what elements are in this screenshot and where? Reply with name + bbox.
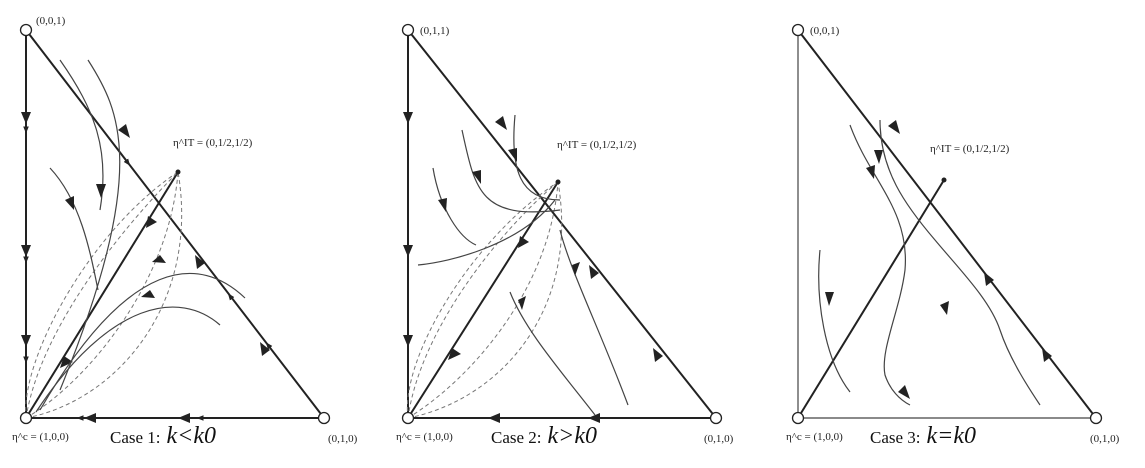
ah <box>653 348 663 362</box>
trajectory <box>559 229 629 406</box>
label-mid: η^IT = (0,1/2,1/2) <box>173 137 253 149</box>
panel-case-3: (0,0,1) η^IT = (0,1/2,1/2) η^c = (1,0,0)… <box>786 23 1120 445</box>
ah <box>403 112 413 124</box>
vertex-right <box>1089 411 1103 425</box>
ah <box>508 148 517 162</box>
stable-manifold <box>407 181 559 419</box>
ah <box>146 216 157 228</box>
trajectory <box>461 129 561 213</box>
ah <box>588 413 600 423</box>
ah <box>118 124 130 138</box>
ah <box>898 385 910 399</box>
ah <box>984 272 994 286</box>
label-bottom: η^c = (1,0,0) <box>396 431 453 443</box>
trajectory <box>59 59 121 391</box>
ah <box>518 236 529 248</box>
ah <box>495 116 507 130</box>
ah <box>403 335 413 347</box>
trajectory <box>39 272 246 411</box>
label-right: (0,1,0) <box>1090 433 1120 445</box>
trajectory <box>849 124 911 406</box>
label-top: (0,1,1) <box>420 25 450 37</box>
caption-case-2: Case 2: k>k0 <box>491 423 597 450</box>
vertex-top <box>19 23 33 37</box>
ah <box>572 262 580 276</box>
caption-case-3: Case 3: k=k0 <box>870 423 976 450</box>
trajectory <box>879 119 1041 406</box>
label-mid: η^IT = (0,1/2,1/2) <box>930 143 1010 155</box>
ah <box>260 342 270 356</box>
ah <box>518 296 526 310</box>
neutral-line <box>797 179 945 419</box>
vertex-right <box>709 411 723 425</box>
trajectory <box>432 167 477 246</box>
caption-prefix: Case 2: <box>491 428 542 447</box>
vertex-bottom-left <box>19 411 33 425</box>
vertex-bottom-left <box>401 411 415 425</box>
caption-math: k<k0 <box>166 423 217 449</box>
ah <box>448 348 461 360</box>
edge-hyp <box>797 29 1097 419</box>
ah <box>152 255 166 263</box>
ah <box>874 150 883 164</box>
trajectory <box>509 291 596 416</box>
vertex-mid <box>175 169 181 175</box>
ah <box>21 245 31 257</box>
ah <box>96 184 106 198</box>
ah <box>825 292 834 306</box>
label-right: (0,1,0) <box>328 433 358 445</box>
ah <box>195 255 205 269</box>
dashed-orbit-1 <box>407 181 559 419</box>
trajectory <box>818 249 851 393</box>
ah <box>866 165 875 179</box>
label-bottom: η^c = (1,0,0) <box>12 431 69 443</box>
label-top: (0,0,1) <box>36 15 66 27</box>
dashed-orbit-3 <box>406 181 559 419</box>
ah <box>888 120 900 134</box>
dashed-orbit-2 <box>25 171 179 419</box>
vertex-top <box>401 23 415 37</box>
trajectory <box>513 114 561 201</box>
ah <box>488 413 500 423</box>
ah <box>403 245 413 257</box>
vertex-right <box>317 411 331 425</box>
caption-math: k=k0 <box>926 423 977 449</box>
ah <box>472 170 481 184</box>
vertex-bottom-left <box>791 411 805 425</box>
ah <box>141 290 155 298</box>
ah <box>940 301 949 315</box>
label-mid: η^IT = (0,1/2,1/2) <box>557 139 637 151</box>
caption-prefix: Case 1: <box>110 428 161 447</box>
caption-case-1: Case 1: k<k0 <box>110 423 216 450</box>
trajectory <box>417 199 556 266</box>
ah <box>438 198 447 212</box>
panel-case-1: (0,0,1) η^IT = (0,1/2,1/2) η^c = (1,0,0)… <box>12 15 358 445</box>
ah <box>60 356 73 368</box>
trajectory <box>35 306 221 413</box>
vertex-mid <box>941 177 947 183</box>
dashed-orbit-2 <box>407 181 559 419</box>
stable-manifold <box>25 171 179 419</box>
ah <box>178 413 190 423</box>
dashed-orbit-4 <box>25 171 183 419</box>
dashed-orbit-4 <box>407 181 563 419</box>
label-bottom: η^c = (1,0,0) <box>786 431 843 443</box>
ah <box>84 413 96 423</box>
ah <box>65 196 74 210</box>
ah <box>589 265 599 279</box>
vertex-mid <box>555 179 561 185</box>
trajectory <box>49 167 99 291</box>
panel-case-2: (0,1,1) η^IT = (0,1/2,1/2) η^c = (1,0,0)… <box>396 23 734 445</box>
vertex-top <box>791 23 805 37</box>
ah <box>1042 348 1052 362</box>
ah <box>21 335 31 347</box>
label-right: (0,1,0) <box>704 433 734 445</box>
caption-prefix: Case 3: <box>870 428 921 447</box>
caption-math: k>k0 <box>547 423 598 449</box>
ah <box>21 112 31 124</box>
label-top: (0,0,1) <box>810 25 840 37</box>
edge-hyp <box>25 29 325 419</box>
dashed-orbit-1 <box>25 171 179 419</box>
